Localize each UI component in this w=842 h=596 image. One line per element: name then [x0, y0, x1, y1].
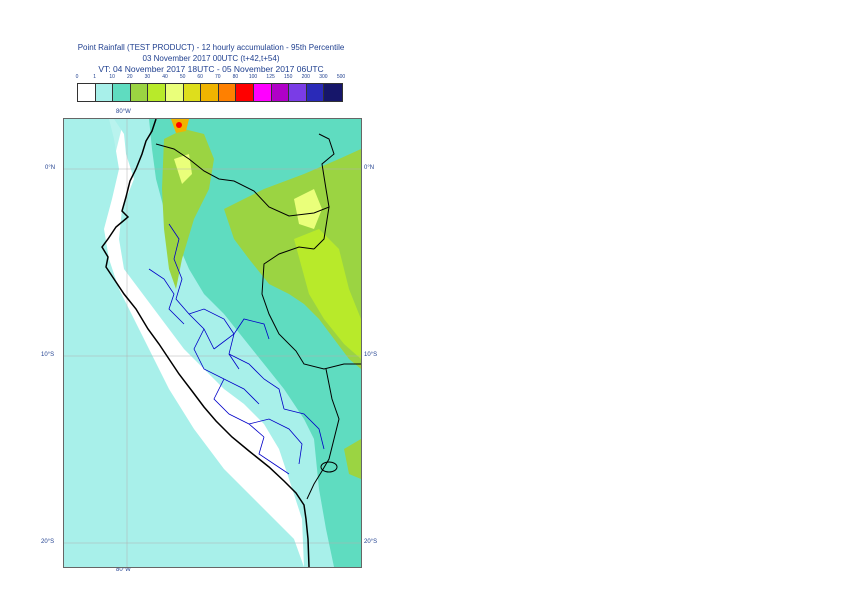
regional-boundaries	[148, 223, 325, 475]
legend-threshold-label: 20	[127, 74, 133, 80]
lake-titicaca	[320, 461, 338, 473]
legend-threshold-labels: 0 1 10 20 30 40 50 60 70 80 100 125 150 200 300 500	[70, 74, 360, 84]
rain-hotspot-red	[176, 122, 182, 128]
bottom-longitude-label: 80°W	[116, 567, 131, 573]
legend-threshold-label: 100	[248, 74, 258, 80]
title-line-validity: VT: 04 November 2017 18UTC - 05 November…	[98, 64, 324, 74]
title-line-run: 03 November 2017 00UTC (t+42,t+54)	[142, 54, 280, 63]
left-latitude-label-0: 0°N	[45, 165, 56, 171]
title-line-product: Point Rainfall (TEST PRODUCT) - 12 hourl…	[77, 43, 345, 52]
national-border-colombia-brazil	[318, 133, 335, 208]
right-latitude-label-0: 0°N	[364, 165, 375, 171]
rain-zone-yellow	[294, 189, 322, 229]
legend-swatch	[253, 84, 272, 101]
top-longitude-label: 80°W	[116, 109, 131, 115]
legend-threshold-label: 125	[266, 74, 275, 80]
legend-threshold-label: 80	[232, 74, 239, 80]
legend-swatch	[78, 84, 96, 101]
legend-threshold-label: 1	[93, 74, 96, 80]
legend-threshold-label: 10	[109, 74, 115, 80]
national-border-peru-east	[261, 246, 361, 370]
legend-swatch	[165, 84, 184, 101]
legend-swatch	[95, 84, 114, 101]
legend-threshold-label: 40	[162, 74, 168, 80]
rainfall-map	[63, 118, 362, 568]
legend-threshold-label: 200	[301, 74, 310, 80]
legend-swatch	[289, 84, 307, 101]
right-latitude-label-20: 20°S	[364, 539, 378, 545]
legend-threshold-label: 60	[197, 74, 203, 80]
legend-swatch	[236, 84, 254, 101]
left-latitude-label-20: 20°S	[41, 539, 55, 545]
legend-swatch	[271, 84, 290, 101]
rainfall-map-svg	[64, 119, 361, 567]
legend-swatch	[113, 84, 131, 101]
legend-threshold-label: 30	[144, 74, 151, 80]
legend-swatch	[130, 84, 149, 101]
coastline	[101, 119, 310, 567]
legend-color-bar	[77, 83, 343, 102]
legend-swatch	[218, 84, 237, 101]
legend-threshold-label: 70	[215, 74, 221, 80]
left-latitude-label-10: 10°S	[41, 352, 55, 358]
legend-threshold-label: 50	[179, 74, 186, 80]
rain-zone-bright-green	[294, 229, 361, 359]
national-border-peru-south	[306, 368, 340, 500]
legend-threshold-label: 150	[284, 74, 293, 80]
legend-swatch	[201, 84, 219, 101]
legend-swatch	[306, 84, 325, 101]
rain-zone-left-ocean	[64, 119, 124, 379]
legend-swatch	[148, 84, 166, 101]
legend-threshold-label: 0	[75, 74, 79, 80]
legend-threshold-label: 300	[319, 74, 328, 80]
legend-swatch	[324, 84, 342, 101]
right-latitude-label-10: 10°S	[364, 352, 378, 358]
legend-threshold-label: 500	[336, 74, 346, 80]
rain-zone-se-green	[344, 439, 361, 479]
legend-swatch	[183, 84, 202, 101]
